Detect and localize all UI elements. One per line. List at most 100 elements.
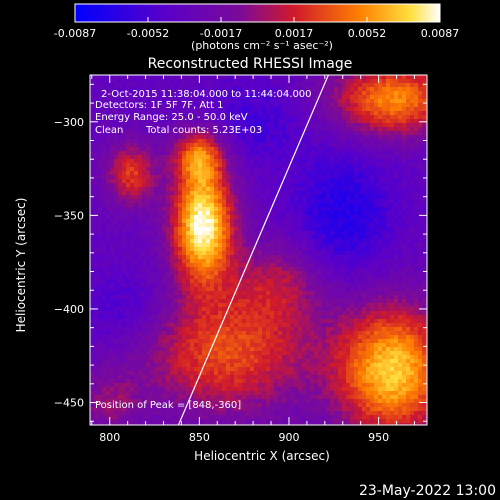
heatmap-cell [266, 223, 270, 227]
heatmap-cell [318, 155, 322, 159]
heatmap-cell [238, 275, 242, 279]
heatmap-cell [266, 95, 270, 99]
heatmap-cell [118, 251, 122, 255]
heatmap-cell [174, 167, 178, 171]
heatmap-cell [206, 251, 210, 255]
heatmap-cell [190, 199, 194, 203]
heatmap-cell [222, 203, 226, 207]
heatmap-cell [310, 299, 314, 303]
heatmap-cell [406, 207, 410, 211]
heatmap-cell [154, 87, 158, 91]
heatmap-cell [422, 239, 426, 243]
heatmap-cell [166, 271, 170, 275]
heatmap-cell [422, 295, 426, 299]
heatmap-cell [258, 287, 262, 291]
heatmap-cell [114, 163, 118, 167]
heatmap-cell [114, 235, 118, 239]
heatmap-cell [342, 235, 346, 239]
heatmap-cell [234, 243, 238, 247]
heatmap-cell [350, 291, 354, 295]
heatmap-cell [186, 91, 190, 95]
heatmap-cell [234, 103, 238, 107]
heatmap-cell [102, 75, 106, 79]
heatmap-cell [234, 147, 238, 151]
heatmap-cell [166, 259, 170, 263]
heatmap-cell [298, 267, 302, 271]
heatmap-cell [362, 231, 366, 235]
heatmap-cell [306, 139, 310, 143]
heatmap-cell [106, 83, 110, 87]
heatmap-cell [186, 95, 190, 99]
heatmap-cell [398, 275, 402, 279]
heatmap-cell [218, 111, 222, 115]
heatmap-cell [134, 223, 138, 227]
heatmap-cell [154, 159, 158, 163]
heatmap-cell [278, 147, 282, 151]
heatmap-cell [254, 179, 258, 183]
heatmap-cell [274, 211, 278, 215]
heatmap-cell [254, 279, 258, 283]
heatmap-cell [262, 179, 266, 183]
heatmap-cell [294, 219, 298, 223]
heatmap-cell [90, 99, 94, 103]
heatmap-cell [246, 159, 250, 163]
heatmap-cell [166, 171, 170, 175]
heatmap-cell [350, 155, 354, 159]
heatmap-cell [382, 291, 386, 295]
heatmap-cell [242, 151, 246, 155]
heatmap-cell [174, 123, 178, 127]
heatmap-cell [382, 195, 386, 199]
heatmap-cell [242, 247, 246, 251]
heatmap-cell [254, 219, 258, 223]
heatmap-cell [366, 299, 370, 303]
heatmap-cell [378, 295, 382, 299]
heatmap-cell [378, 287, 382, 291]
heatmap-cell [346, 283, 350, 287]
heatmap-cell [374, 135, 378, 139]
heatmap-cell [330, 155, 334, 159]
heatmap-cell [374, 95, 378, 99]
heatmap-cell [206, 231, 210, 235]
heatmap-cell [386, 111, 390, 115]
heatmap-cell [354, 115, 358, 119]
heatmap-cell [274, 287, 278, 291]
heatmap-cell [262, 231, 266, 235]
heatmap-cell [186, 263, 190, 267]
heatmap-cell [406, 303, 410, 307]
heatmap-cell [206, 239, 210, 243]
heatmap-cell [202, 123, 206, 127]
heatmap-cell [422, 235, 426, 239]
heatmap-cell [94, 223, 98, 227]
heatmap-cell [130, 259, 134, 263]
heatmap-cell [290, 219, 294, 223]
heatmap-cell [386, 303, 390, 307]
heatmap-cell [322, 283, 326, 287]
heatmap-cell [342, 167, 346, 171]
heatmap-cell [350, 167, 354, 171]
heatmap-cell [126, 103, 130, 107]
heatmap-cell [226, 131, 230, 135]
heatmap-cell [286, 267, 290, 271]
heatmap-cell [194, 247, 198, 251]
heatmap-cell [322, 155, 326, 159]
heatmap-cell [206, 95, 210, 99]
heatmap-cell [302, 299, 306, 303]
heatmap-cell [302, 171, 306, 175]
heatmap-cell [322, 243, 326, 247]
heatmap-cell [314, 207, 318, 211]
heatmap-cell [314, 75, 318, 79]
heatmap-cell [334, 267, 338, 271]
heatmap-cell [346, 107, 350, 111]
heatmap-cell [282, 151, 286, 155]
heatmap-cell [98, 291, 102, 295]
heatmap-cell [138, 291, 142, 295]
heatmap-cell [262, 171, 266, 175]
heatmap-cell [262, 295, 266, 299]
heatmap-cell [302, 83, 306, 87]
heatmap-cell [310, 295, 314, 299]
heatmap-cell [346, 135, 350, 139]
heatmap-cell [382, 155, 386, 159]
heatmap-cell [186, 195, 190, 199]
heatmap-cell [346, 103, 350, 107]
heatmap-cell [358, 283, 362, 287]
